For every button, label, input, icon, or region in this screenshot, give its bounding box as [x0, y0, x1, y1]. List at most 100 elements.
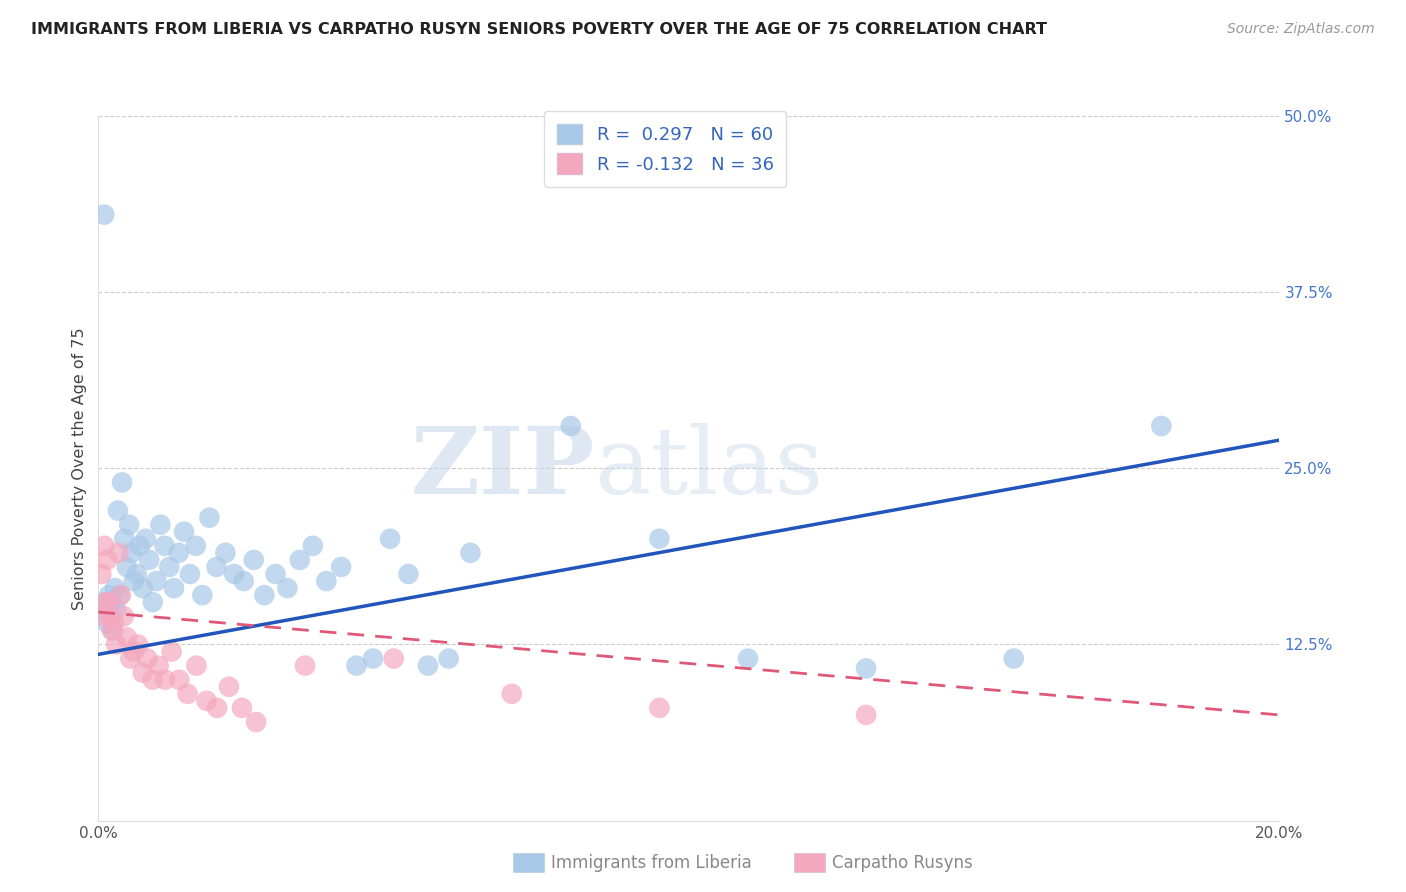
- Point: [160, 644, 183, 658]
- Point: [112, 609, 135, 624]
- Point: [149, 517, 172, 532]
- Point: [145, 574, 167, 588]
- Point: [382, 651, 405, 665]
- Point: [560, 419, 582, 434]
- Text: Source: ZipAtlas.com: Source: ZipAtlas.com: [1227, 22, 1375, 37]
- Point: [330, 560, 353, 574]
- Point: [122, 644, 145, 658]
- Point: [301, 539, 323, 553]
- Point: [98, 609, 121, 624]
- Point: [104, 581, 127, 595]
- Point: [398, 567, 420, 582]
- Point: [232, 574, 254, 588]
- Point: [108, 588, 131, 602]
- Point: [855, 708, 877, 723]
- Point: [288, 553, 311, 567]
- Point: [416, 658, 439, 673]
- Point: [91, 602, 114, 616]
- Point: [135, 532, 157, 546]
- Text: IMMIGRANTS FROM LIBERIA VS CARPATHO RUSYN SENIORS POVERTY OVER THE AGE OF 75 COR: IMMIGRANTS FROM LIBERIA VS CARPATHO RUSY…: [31, 22, 1047, 37]
- Point: [93, 539, 115, 553]
- Point: [94, 595, 117, 609]
- Point: [184, 539, 207, 553]
- Point: [253, 588, 276, 602]
- Point: [501, 687, 523, 701]
- Point: [361, 651, 384, 665]
- Point: [157, 560, 180, 574]
- Point: [191, 588, 214, 602]
- Point: [315, 574, 337, 588]
- Point: [107, 546, 129, 560]
- Point: [437, 651, 460, 665]
- Point: [115, 560, 138, 574]
- Point: [138, 553, 160, 567]
- Point: [264, 567, 287, 582]
- Point: [112, 532, 135, 546]
- Point: [98, 588, 121, 602]
- Point: [294, 658, 316, 673]
- Point: [132, 665, 155, 680]
- Point: [205, 560, 228, 574]
- Point: [1002, 651, 1025, 665]
- Point: [90, 567, 112, 582]
- Point: [111, 475, 134, 490]
- Point: [148, 658, 170, 673]
- Point: [121, 546, 143, 560]
- Point: [195, 694, 218, 708]
- Point: [142, 595, 165, 609]
- Point: [153, 539, 176, 553]
- Point: [132, 581, 155, 595]
- Point: [224, 567, 246, 582]
- Point: [346, 658, 368, 673]
- Point: [173, 524, 195, 539]
- Text: Immigrants from Liberia: Immigrants from Liberia: [551, 854, 752, 871]
- Point: [100, 595, 122, 609]
- Point: [648, 532, 671, 546]
- Point: [136, 651, 159, 665]
- Point: [169, 673, 191, 687]
- Point: [205, 701, 228, 715]
- Point: [103, 624, 125, 638]
- Point: [276, 581, 298, 595]
- Point: [105, 602, 128, 616]
- Point: [98, 595, 121, 609]
- Point: [231, 701, 253, 715]
- Point: [176, 687, 198, 701]
- Point: [91, 609, 114, 624]
- Point: [105, 637, 128, 651]
- Point: [1150, 419, 1173, 434]
- Point: [101, 624, 124, 638]
- Point: [855, 661, 877, 675]
- Point: [98, 609, 121, 624]
- Point: [118, 517, 141, 532]
- Point: [110, 588, 132, 602]
- Point: [378, 532, 401, 546]
- Point: [93, 208, 115, 222]
- Point: [96, 553, 118, 567]
- Point: [122, 574, 145, 588]
- Point: [107, 503, 129, 517]
- Point: [128, 539, 150, 553]
- Point: [115, 631, 138, 645]
- Point: [648, 701, 671, 715]
- Point: [142, 673, 165, 687]
- Point: [127, 637, 149, 651]
- Point: [163, 581, 186, 595]
- Text: Carpatho Rusyns: Carpatho Rusyns: [832, 854, 973, 871]
- Point: [737, 651, 759, 665]
- Point: [245, 714, 267, 729]
- Point: [125, 567, 148, 582]
- Point: [153, 673, 176, 687]
- Point: [218, 680, 240, 694]
- Point: [460, 546, 482, 560]
- Point: [120, 651, 142, 665]
- Point: [94, 595, 117, 609]
- Point: [179, 567, 201, 582]
- Point: [214, 546, 236, 560]
- Point: [96, 616, 118, 631]
- Text: ZIP: ZIP: [411, 424, 595, 513]
- Point: [167, 546, 190, 560]
- Text: atlas: atlas: [595, 424, 824, 513]
- Point: [242, 553, 264, 567]
- Point: [103, 616, 125, 631]
